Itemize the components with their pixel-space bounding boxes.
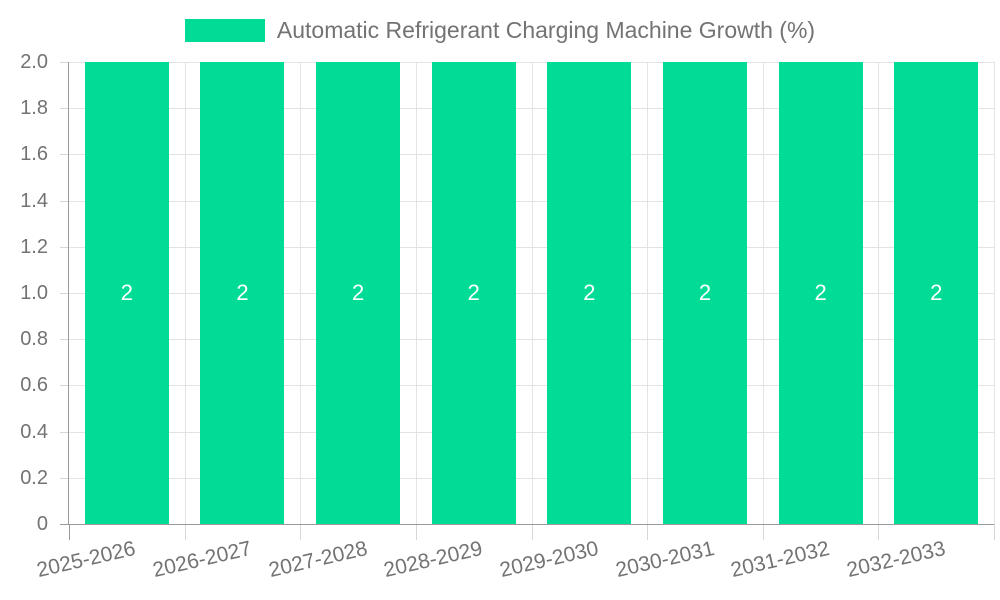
x-axis-label: 2029-2030 bbox=[497, 537, 601, 583]
bar-value-label: 2 bbox=[814, 280, 827, 305]
x-axis-label: 2031-2032 bbox=[728, 537, 832, 583]
bar[interactable]: 2 bbox=[894, 62, 979, 524]
gridline-vertical bbox=[531, 62, 533, 524]
x-axis-tick bbox=[647, 524, 649, 540]
y-axis-tick bbox=[60, 339, 69, 341]
gridline-vertical bbox=[300, 62, 302, 524]
y-axis-label: 0.8 bbox=[20, 328, 48, 351]
y-axis-tick bbox=[60, 431, 69, 433]
x-axis-label: 2028-2029 bbox=[381, 537, 485, 583]
gridline-vertical bbox=[878, 62, 880, 524]
x-axis-tick bbox=[300, 524, 302, 540]
y-axis-tick bbox=[60, 108, 69, 110]
x-axis-label: 2027-2028 bbox=[266, 537, 370, 583]
x-axis-tick bbox=[878, 524, 880, 540]
y-axis-label: 1.2 bbox=[20, 235, 48, 258]
y-axis-label: 1.8 bbox=[20, 97, 48, 120]
y-axis-label: 1.6 bbox=[20, 143, 48, 166]
y-axis-label: 0 bbox=[36, 513, 48, 535]
bar-value-label: 2 bbox=[583, 280, 596, 305]
x-axis-tick bbox=[762, 524, 764, 540]
bar-value-label: 2 bbox=[467, 280, 480, 305]
bar-value-label: 2 bbox=[236, 280, 249, 305]
y-axis-label: 0.2 bbox=[20, 466, 48, 489]
bar[interactable]: 2 bbox=[431, 62, 516, 524]
gridline-vertical bbox=[184, 62, 186, 524]
gridline-vertical bbox=[762, 62, 764, 524]
gridline-vertical bbox=[647, 62, 649, 524]
x-axis-label: 2025-2026 bbox=[34, 537, 138, 583]
legend[interactable]: Automatic Refrigerant Charging Machine G… bbox=[0, 17, 1000, 44]
x-axis-label: 2030-2031 bbox=[613, 537, 717, 583]
bar[interactable]: 2 bbox=[547, 62, 632, 524]
bar[interactable]: 2 bbox=[200, 62, 285, 524]
y-axis-tick bbox=[60, 477, 69, 479]
y-axis-tick bbox=[60, 200, 69, 202]
gridline-vertical bbox=[415, 62, 417, 524]
x-axis-line bbox=[60, 524, 994, 525]
y-axis-label: 1.4 bbox=[20, 189, 48, 212]
gridline-vertical bbox=[994, 62, 995, 524]
y-axis-label: 1.0 bbox=[20, 282, 48, 304]
x-axis-tick bbox=[531, 524, 533, 540]
y-axis-label: 0.4 bbox=[20, 420, 48, 443]
y-axis-label: 2.0 bbox=[20, 51, 48, 73]
legend-label: Automatic Refrigerant Charging Machine G… bbox=[276, 17, 816, 43]
bar-value-label: 2 bbox=[351, 280, 365, 305]
bar[interactable]: 2 bbox=[316, 62, 401, 524]
y-axis-label: 0.6 bbox=[20, 374, 48, 397]
x-axis-tick bbox=[69, 524, 70, 540]
bar[interactable]: 2 bbox=[84, 62, 169, 524]
bar[interactable]: 2 bbox=[778, 62, 863, 524]
x-axis-label: 2026-2027 bbox=[150, 537, 254, 583]
x-axis-tick bbox=[184, 524, 186, 540]
bar-value-label: 2 bbox=[698, 280, 712, 305]
y-axis-tick bbox=[60, 385, 69, 387]
bar-value-label: 2 bbox=[120, 280, 133, 305]
y-axis-tick bbox=[60, 154, 69, 156]
y-axis-line bbox=[68, 62, 69, 524]
x-axis-tick bbox=[415, 524, 417, 540]
legend-swatch bbox=[184, 19, 265, 42]
y-axis-tick bbox=[60, 293, 69, 294]
x-axis-tick bbox=[994, 524, 995, 540]
y-axis-tick bbox=[60, 246, 69, 248]
bar-value-label: 2 bbox=[930, 280, 943, 305]
y-axis-tick bbox=[60, 62, 69, 63]
x-axis-label: 2032-2033 bbox=[844, 537, 948, 583]
bar[interactable]: 2 bbox=[662, 62, 747, 524]
